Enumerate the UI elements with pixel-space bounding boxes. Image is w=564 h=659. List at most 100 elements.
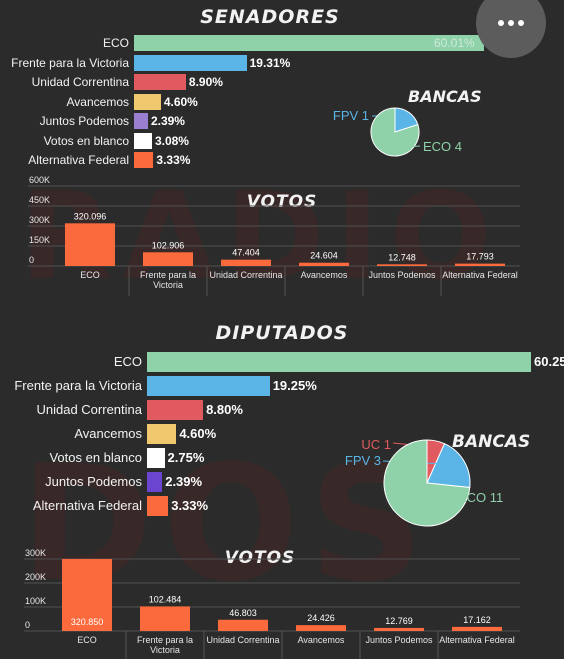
- y-tick-label: 100K: [25, 596, 46, 606]
- vote-value-label: 24.604: [310, 251, 338, 261]
- result-label: Votos en blanco: [49, 450, 142, 465]
- x-category-label: Unidad Correntina: [206, 635, 279, 645]
- result-row: Votos en blanco 3.08%: [0, 132, 564, 149]
- vote-bar: [452, 626, 502, 631]
- result-row: Avancemos 4.60%: [0, 93, 564, 110]
- result-value: 19.31%: [249, 55, 291, 70]
- result-label: Juntos Podemos: [39, 114, 129, 128]
- result-value: 60.01%: [434, 36, 475, 50]
- x-category-label: Avancemos: [298, 635, 345, 645]
- x-category-label: Victoria: [153, 280, 183, 290]
- result-value: 19.25%: [272, 378, 317, 393]
- result-label: Frente para la Victoria: [11, 55, 129, 70]
- y-tick-label: 200K: [25, 572, 46, 582]
- vote-value-label: 17.162: [463, 615, 491, 625]
- diputados-title: DIPUTADOS: [215, 322, 349, 344]
- result-value: 4.60%: [179, 426, 217, 441]
- result-label: ECO: [102, 36, 129, 50]
- vote-value-label: 102.906: [152, 240, 185, 250]
- result-row: Frente para la Victoria 19.31%: [0, 54, 564, 71]
- result-value: 2.39%: [165, 474, 203, 489]
- senadores-title: SENADORES: [200, 6, 340, 28]
- result-row: ECO 60.01%: [0, 35, 564, 51]
- x-category-label: Alternativa Federal: [442, 270, 518, 280]
- result-bar: [134, 93, 161, 110]
- result-value: 8.90%: [188, 75, 223, 89]
- result-bar: [134, 132, 152, 149]
- y-tick-label: 0: [29, 255, 34, 265]
- vote-value-label: 24.426: [307, 613, 335, 623]
- vote-bar: [140, 606, 190, 631]
- result-label: Alternativa Federal: [32, 498, 142, 513]
- vote-bar: [299, 262, 349, 266]
- result-bar: [147, 352, 531, 372]
- result-row: Avancemos 4.60%: [0, 424, 564, 444]
- more-dots-icon: [496, 20, 526, 26]
- result-value: 3.33%: [156, 153, 191, 167]
- x-category-label: Juntos Podemos: [365, 635, 433, 645]
- result-bar: [134, 74, 186, 90]
- result-value: 8.80%: [206, 402, 243, 417]
- result-label: ECO: [113, 354, 142, 369]
- result-value: 60.25%: [534, 354, 564, 369]
- x-category-label: Alternativa Federal: [439, 635, 515, 645]
- vote-bar: [377, 264, 427, 266]
- vote-bar: [62, 559, 112, 631]
- vote-value-label: 320.096: [74, 211, 107, 221]
- watermark-top: RADIO: [20, 168, 502, 307]
- result-label: Unidad Correntina: [31, 75, 129, 89]
- vote-bar: [221, 259, 271, 266]
- x-category-label: Avancemos: [301, 270, 348, 280]
- result-row: ECO 60.25%: [0, 352, 564, 372]
- senadores-votos-title: VOTOS: [246, 192, 318, 212]
- result-value: 3.33%: [171, 498, 209, 513]
- result-bar: [134, 152, 154, 168]
- senadores-bancas-title: BANCAS: [408, 87, 482, 106]
- result-label: Avancemos: [66, 94, 129, 109]
- y-tick-label: 150K: [29, 235, 50, 245]
- vote-bar: [296, 625, 346, 631]
- vote-value-label: 12.769: [385, 616, 413, 626]
- result-value: 2.39%: [150, 114, 185, 128]
- vote-value-label: 46.803: [229, 608, 257, 618]
- result-row: Unidad Correntina 8.80%: [0, 400, 564, 420]
- x-category-label: Victoria: [150, 645, 180, 655]
- vote-bar: [218, 619, 268, 631]
- result-label: Votos en blanco: [43, 133, 129, 148]
- result-value: 3.08%: [154, 133, 189, 148]
- result-bar: [134, 113, 148, 129]
- result-row: Frente para la Victoria 19.25%: [0, 376, 564, 396]
- vote-bar: [143, 252, 193, 266]
- result-bar: [147, 496, 169, 516]
- result-bar: [147, 400, 204, 420]
- vote-value-label: 47.404: [232, 248, 260, 258]
- result-value: 2.75%: [167, 450, 205, 465]
- result-bar: [147, 376, 270, 396]
- result-label: Unidad Correntina: [36, 402, 142, 417]
- result-label: Frente para la Victoria: [14, 378, 142, 393]
- x-category-label: Unidad Correntina: [209, 270, 282, 280]
- result-row: Votos en blanco 2.75%: [0, 448, 564, 468]
- result-row: Alternativa Federal 3.33%: [0, 496, 564, 516]
- diputados-votos-title: VOTOS: [224, 548, 296, 568]
- x-category-label: Frente para la: [137, 635, 193, 645]
- y-tick-label: 600K: [29, 175, 50, 185]
- y-tick-label: 300K: [29, 215, 50, 225]
- result-row: Juntos Podemos 2.39%: [0, 113, 564, 129]
- vote-value-label: 12.748: [388, 252, 416, 262]
- vote-bar: [374, 627, 424, 631]
- result-bar: [134, 35, 484, 51]
- result-label: Avancemos: [74, 426, 142, 441]
- diputados-bancas-title: BANCAS: [452, 432, 531, 452]
- vote-value-label: 102.484: [149, 594, 182, 604]
- more-options-button[interactable]: [476, 0, 546, 58]
- result-label: Juntos Podemos: [45, 474, 142, 489]
- result-row: Unidad Correntina 8.90%: [0, 74, 564, 90]
- vote-bar: [65, 223, 115, 266]
- result-row: Alternativa Federal 3.33%: [0, 152, 564, 168]
- result-label: Alternativa Federal: [28, 153, 129, 167]
- result-row: Juntos Podemos 2.39%: [0, 472, 564, 492]
- vote-bar: [455, 263, 505, 266]
- result-bar: [147, 472, 163, 492]
- x-category-label: ECO: [80, 270, 100, 280]
